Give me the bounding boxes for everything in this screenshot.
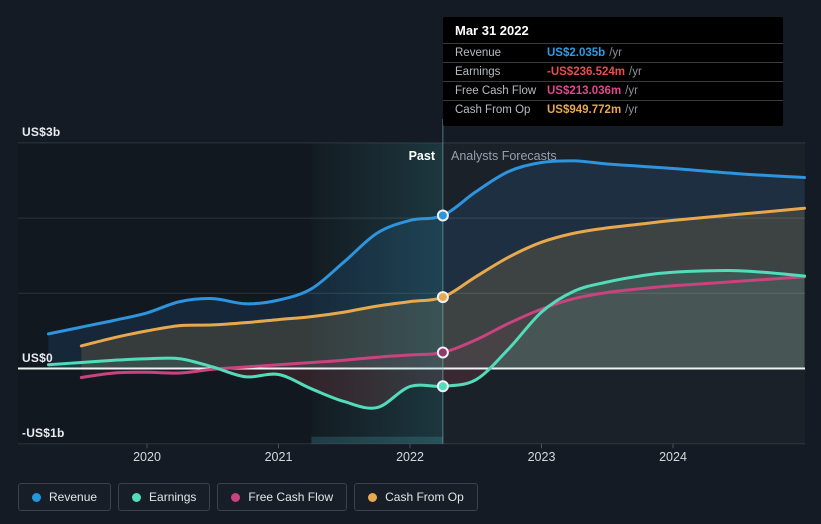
tooltip-label: Earnings [455,66,501,78]
legend-item-earnings[interactable]: Earnings [118,483,211,511]
hover-highlight-band-base [311,436,443,444]
tooltip-date: Mar 31 2022 [455,23,529,38]
legend-dot [368,492,378,502]
legend-item-revenue[interactable]: Revenue [18,483,112,511]
tooltip-value: US$949.772m [547,104,622,116]
legend-item-cash-from-op[interactable]: Cash From Op [354,483,478,511]
earnings-marker[interactable] [436,380,449,393]
cash-from-op-fill [81,208,805,369]
tooltip-row-free-cash-flow: Free Cash Flow US$213.036m /yr [443,81,783,100]
tooltip-value: -US$236.524m [547,66,625,78]
y-axis-label: US$3b [22,124,61,139]
hover-tooltip: Mar 31 2022 Revenue US$2.035b /yr Earnin… [443,17,783,126]
revenue-line [46,159,806,336]
legend-dot [231,492,241,502]
free-cash-flow-line [79,275,806,379]
earnings-positive-fill [48,270,805,369]
tooltip-suffix: /yr [609,47,622,59]
legend-dot [132,492,142,502]
tooltip-suffix: /yr [629,66,642,78]
legend-label: Cash From Op [385,490,464,504]
tooltip-row-cash-from-op: Cash From Op US$949.772m /yr [443,100,783,119]
cash-from-op-line [79,206,806,348]
chart-legend: Revenue Earnings Free Cash Flow Cash From O… [18,483,478,511]
tooltip-value: US$2.035b [547,47,606,59]
x-axis-label: 2024 [659,450,687,464]
tooltip-suffix: /yr [625,104,638,116]
cash-from-op-marker[interactable] [436,291,449,304]
tooltip-label: Free Cash Flow [455,85,537,97]
revenue-marker[interactable] [436,209,449,222]
free-cash-flow-marker[interactable] [436,346,449,359]
x-axis-label: 2023 [527,450,556,464]
tooltip-label: Cash From Op [455,104,531,116]
legend-label: Revenue [49,490,98,504]
free-cash-flow-fill [81,276,805,378]
legend-label: Free Cash Flow [248,490,334,504]
legend-dot [32,492,41,502]
tooltip-row-earnings: Earnings -US$236.524m /yr [443,62,783,81]
tooltip-row-revenue: Revenue US$2.035b /yr [443,43,783,62]
tooltip-label: Revenue [455,47,502,59]
earnings-line [46,269,806,410]
past-label: Past [408,149,435,163]
y-axis-label: -US$1b [22,425,65,440]
x-axis-label: 2020 [133,450,161,464]
tooltip-suffix: /yr [625,85,638,97]
forecast-region [442,142,805,444]
hover-highlight-band [311,142,443,444]
legend-item-free-cash-flow[interactable]: Free Cash Flow [217,483,348,511]
x-axis-label: 2022 [396,450,424,464]
tooltip-value: US$213.036m [547,85,622,97]
x-axis-label: 2021 [264,450,293,464]
y-axis-label: US$0 [22,350,53,365]
legend-label: Earnings [149,490,197,504]
analysts-forecasts-label: Analysts Forecasts [451,149,557,163]
